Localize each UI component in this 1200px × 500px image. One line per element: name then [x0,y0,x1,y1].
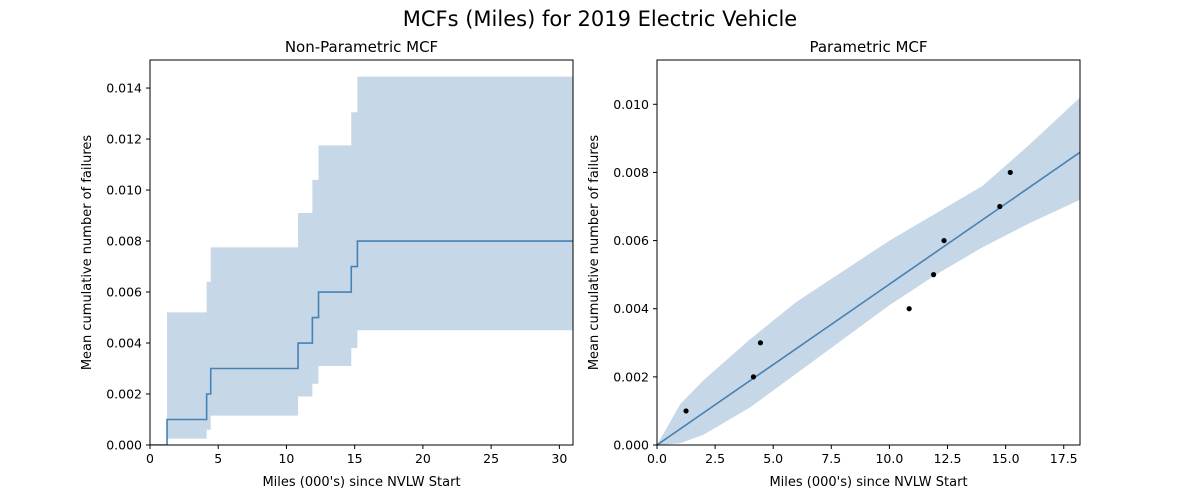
observed-point [757,340,764,346]
x-tick-label: 15 [347,451,363,466]
y-tick-label: 0.002 [613,369,649,384]
x-tick-label: 0.0 [647,451,667,466]
y-tick-label: 0.004 [106,336,142,351]
y-tick-label: 0.002 [106,387,142,402]
panel-title: Parametric MCF [809,38,927,56]
observed-point [683,408,689,414]
x-tick-label: 17.5 [1050,451,1078,466]
y-tick-label: 0.010 [613,97,649,112]
y-tick-label: 0.008 [106,234,142,249]
panel-title: Non-Parametric MCF [285,38,438,56]
x-tick-label: 15.0 [992,451,1020,466]
axes-frame [656,59,1081,446]
x-tick-label: 7.5 [821,451,841,466]
x-tick-label: 20 [415,451,431,466]
x-tick-label: 5.0 [763,451,783,466]
x-tick-label: 10 [278,451,294,466]
figure-title: MCFs (Miles) for 2019 Electric Vehicle [403,7,797,31]
y-tick-label: 0.004 [613,301,649,316]
plot-area [657,97,1080,445]
mcf-line [150,240,573,445]
confidence-band [167,76,573,439]
x-axis-label: Miles (000's) since NVLW Start [262,475,460,490]
y-tick-label: 0.006 [106,285,142,300]
x-tick-label: 12.5 [934,451,962,466]
y-tick-label: 0.010 [106,183,142,198]
observed-point [930,272,937,278]
y-axis-label: Mean cumulative number of failures [587,135,602,371]
y-tick-label: 0.008 [613,165,649,180]
x-tick-label: 2.5 [705,451,725,466]
y-tick-label: 0.006 [613,233,649,248]
y-tick-label: 0.012 [106,132,142,147]
x-tick-label: 5 [214,451,222,466]
observed-point [750,374,757,380]
y-tick-label: 0.000 [613,438,649,453]
y-tick-label: 0.014 [106,81,142,96]
y-tick-label: 0.000 [106,438,142,453]
observed-point [941,237,947,244]
non-parametric-mcf-panel: 0 5 10 15 20 25 30 0.000 0.002 0.004 0.006 0.008 0.0… [80,38,574,490]
x-tick-label: 10.0 [875,451,903,466]
observed-point [1007,169,1013,176]
x-tick-label: 25 [483,451,499,466]
confidence-band [657,97,1080,445]
x-tick-label: 30 [551,451,567,466]
y-axis-label: Mean cumulative number of failures [80,135,95,371]
axes-frame [149,59,574,446]
x-tick-label: 0 [146,451,154,466]
plot-area [150,76,573,445]
mcf-line [657,151,1080,445]
observed-point [906,306,912,312]
parametric-mcf-panel: 0.0 2.5 5.0 7.5 10.0 12.5 15.0 17.5 0.000 0.002 0.… [587,38,1081,490]
observed-point [997,203,1003,210]
x-axis-label: Miles (000's) since NVLW Start [769,475,967,490]
